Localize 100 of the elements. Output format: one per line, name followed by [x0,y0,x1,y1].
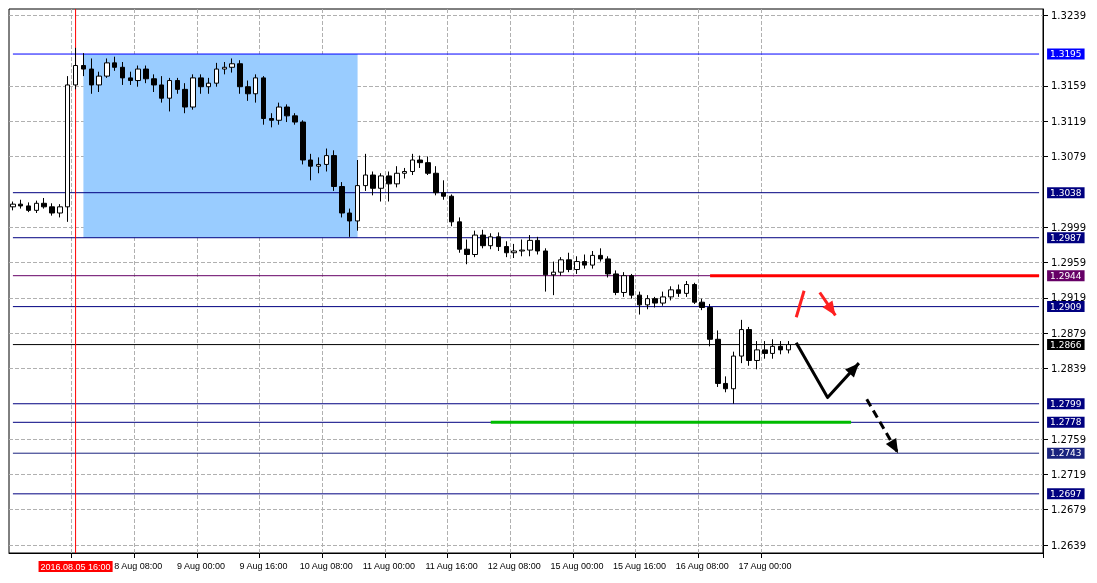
candlestick [668,285,674,301]
candlestick [410,153,415,176]
ref-line-label: 1.2909 [1050,301,1082,312]
candlestick [151,73,157,93]
candlestick [316,156,321,174]
x-tick-label: 16 Aug 08:00 [675,560,729,571]
y-tick-label: 1.2719 [1051,468,1086,480]
ref-line-label: 1.2799 [1050,398,1082,409]
candlestick [245,80,251,102]
candlestick [472,230,478,258]
candlestick [598,247,603,263]
candlestick [605,255,611,278]
ref-line-label: 1.2743 [1050,448,1082,459]
x-tick-label: 12 Aug 08:00 [487,560,541,571]
candlestick [433,165,439,196]
candlestick [167,77,172,112]
candlestick [464,238,470,265]
y-tick-label: 1.3239 [1051,9,1086,21]
x-tick-label: 2016.08.05 16:00 [40,561,111,572]
candlestick [582,254,587,270]
candlestick [229,57,235,74]
candlestick [386,170,392,203]
candlestick [175,77,180,95]
candlestick [535,236,540,256]
candlestick [378,172,384,203]
x-tick-label: 8 Aug 08:00 [114,560,163,571]
candlestick [331,149,337,192]
candlestick [574,255,580,275]
candlestick [558,256,564,277]
y-tick-label: 1.2959 [1051,256,1086,268]
x-tick-label: 11 Aug 00:00 [362,560,416,571]
candlestick [276,102,282,126]
x-tick-label: 10 Aug 08:00 [299,560,353,571]
candlestick [676,284,681,298]
candlestick [128,71,133,86]
candlestick [120,61,125,86]
candlestick [457,216,462,254]
candlestick [692,282,697,305]
candlestick [551,261,556,296]
candlestick [543,247,548,293]
x-tick-label: 17 Aug 00:00 [738,560,792,571]
y-tick-label: 1.2679 [1051,504,1086,516]
ref-line-label: 1.3195 [1050,49,1082,60]
candlestick [198,73,204,95]
candlestick [269,112,274,128]
y-tick-label: 1.3159 [1051,80,1086,92]
candlestick [731,351,736,405]
candlestick [18,199,23,210]
x-tick-label: 11 Aug 16:00 [425,560,478,571]
candlestick [81,52,86,77]
y-tick-label: 1.2839 [1051,362,1086,374]
ref-line-label: 1.2944 [1050,270,1082,281]
candlestick [621,271,627,298]
x-tick-label: 15 Aug 16:00 [613,560,667,571]
candlestick [214,62,219,88]
candlestick [222,61,227,75]
candlestick [339,181,345,218]
candlestick [613,269,619,296]
candlestick [355,159,360,232]
y-tick-label: 1.2639 [1051,539,1086,551]
candlestick [504,240,509,258]
candlestick [96,71,102,93]
x-tick-label: 15 Aug 00:00 [550,560,604,571]
candlestick [370,170,376,196]
candlestick [699,298,705,311]
ref-line-label: 1.2987 [1050,232,1082,243]
candlestick [511,243,517,259]
candlestick [637,291,642,316]
candlestick [135,65,141,88]
candlestick [723,375,728,393]
candlestick [143,65,149,84]
candlestick [347,208,352,238]
ref-line-label: 1.3038 [1050,187,1082,198]
candlestick [480,229,486,249]
candlestick [660,291,666,307]
candlestick [527,234,533,257]
candlestick [182,82,188,114]
candlestick [441,179,446,201]
candlestick [159,75,164,104]
y-tick-label: 1.2919 [1051,292,1086,304]
candlestick [652,296,658,308]
candlestick [496,231,501,252]
candlestick [566,252,572,273]
candlestick [104,57,110,79]
ref-line-label: 1.2778 [1050,417,1082,428]
ref-line-label: 1.2866 [1050,339,1082,350]
candlestick [41,197,47,210]
y-tick-label: 1.3119 [1051,115,1086,127]
candlestick [590,250,595,270]
candlestick [34,200,39,214]
x-tick-label: 9 Aug 16:00 [239,560,288,571]
candlestick [57,203,63,218]
candlestick [417,155,423,169]
ref-line-label: 1.2697 [1050,488,1082,499]
candlestick [308,153,313,181]
candlestick [292,112,298,126]
candlestick [394,165,400,188]
candlestick [284,103,290,123]
candlestick [89,57,94,95]
candlestick [300,119,306,165]
